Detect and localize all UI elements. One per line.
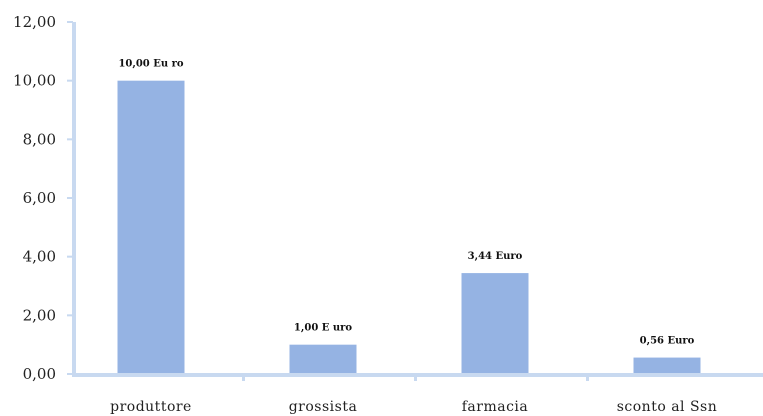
y-tick-label: 2,00 [23,306,56,324]
x-tick-mark [414,376,417,381]
y-tick-label: 6,00 [23,189,56,207]
y-axis-line [72,22,76,374]
x-axis: produttore grossista farmacia sconto al Ssn [72,373,763,415]
y-tick-label: 12,00 [13,13,56,31]
y-tick-mark [67,197,73,199]
bar [289,344,357,374]
data-label: 10,00 Eu ro [118,59,183,70]
y-tick-mark [67,79,73,82]
x-tick-mark [242,376,245,381]
y-tick-label: 10,00 [13,72,56,90]
y-tick-label: 4,00 [23,248,56,266]
y-tick-label: 8,00 [23,130,56,148]
category-label: grossista [289,399,358,415]
y-tick-label: 0,00 [23,365,56,383]
y-tick-mark [67,255,73,258]
category-label: produttore [110,399,192,415]
data-label: 1,00 E uro [294,323,352,334]
bar [117,80,185,375]
bars: 10,00 Eu ro 1,00 E uro 3,44 Euro 0,56 Euro [117,59,701,375]
bar [461,273,529,374]
y-tick-mark [67,21,73,23]
data-label: 3,44 Euro [468,251,523,262]
data-label: 0,56 Euro [640,336,695,347]
bar [633,357,701,374]
category-label: sconto al Ssn [617,399,718,415]
y-axis: 0,00 2,00 4,00 6,00 8,00 10,00 12,00 [13,13,76,383]
y-tick-mark [67,138,73,141]
category-label: farmacia [462,399,529,415]
y-tick-mark [67,373,73,375]
y-tick-mark [67,314,73,317]
x-tick-mark [586,376,589,381]
x-axis-line [72,373,763,377]
